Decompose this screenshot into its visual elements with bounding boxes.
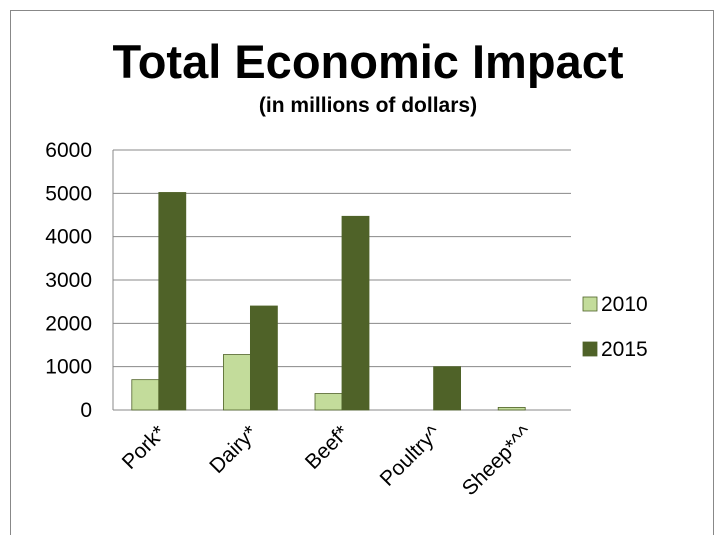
legend: 2010 2015 (582, 293, 648, 361)
category-label: Beef* (301, 421, 354, 474)
legend-swatch-2015 (582, 341, 598, 357)
y-tick-label: 2000 (45, 312, 92, 335)
bar-2015-0 (158, 192, 187, 411)
bar-2015-1 (249, 305, 278, 411)
bar-2010-4 (497, 406, 526, 411)
bar-2010-2 (314, 393, 343, 411)
y-tick-label: 3000 (45, 269, 92, 292)
category-label: Sheep*^^ (458, 421, 537, 500)
y-axis-ticks: 0 1000 2000 3000 4000 5000 6000 (45, 139, 92, 422)
y-tick-label: 5000 (45, 182, 92, 205)
category-label: Dairy* (205, 421, 262, 478)
bar-2015-3 (433, 366, 462, 411)
category-label: Pork* (118, 421, 171, 474)
y-tick-label: 6000 (45, 139, 92, 162)
category-label: Poultry^ (376, 421, 446, 491)
y-tick-label: 4000 (45, 226, 92, 249)
chart-subtitle: (in millions of dollars) (259, 94, 477, 117)
y-tick-label: 1000 (45, 356, 92, 379)
bar-2015-2 (341, 215, 370, 411)
legend-swatch-2010 (582, 296, 598, 312)
y-tick-label: 0 (80, 399, 92, 422)
chart-title: Total Economic Impact (113, 35, 624, 88)
bar-2010-1 (222, 354, 251, 411)
bars (131, 192, 526, 411)
bar-2010-0 (131, 379, 160, 411)
legend-label: 2015 (601, 338, 648, 361)
legend-label: 2010 (601, 293, 648, 316)
x-axis-categories: Pork* Dairy* Beef* Poultry^ Sheep*^^ (118, 421, 537, 500)
